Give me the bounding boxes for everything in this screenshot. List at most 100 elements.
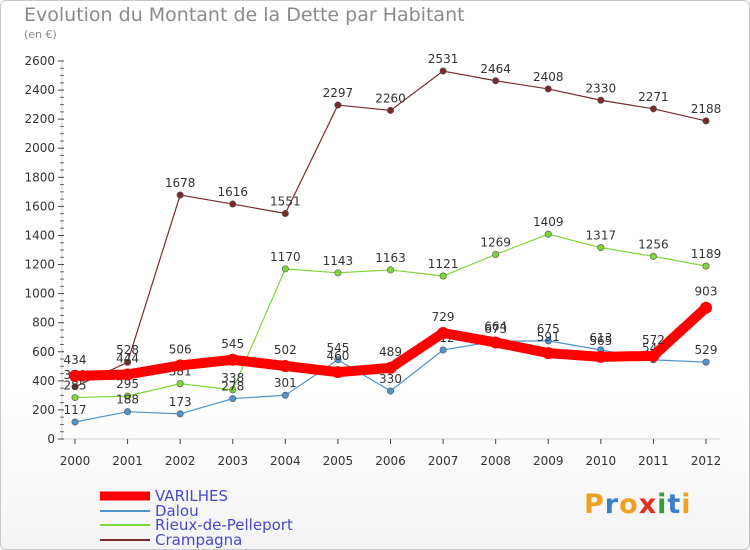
- data-label: 1409: [533, 215, 564, 229]
- data-label: 301: [274, 376, 297, 390]
- data-label: 2531: [428, 52, 459, 66]
- series-varilhes: 434 444 506 545 502 460 489 729 664 591 565 572 903: [64, 285, 718, 382]
- data-point: [281, 210, 289, 218]
- data-label: 188: [116, 393, 139, 407]
- x-tick-label: 2009: [533, 454, 564, 468]
- data-label: 502: [274, 343, 297, 357]
- data-point: [597, 244, 605, 252]
- data-point: [594, 350, 607, 363]
- data-point: [71, 383, 79, 391]
- proxiti-logo: Proxiti: [584, 489, 692, 520]
- data-point: [544, 337, 552, 345]
- data-point: [281, 265, 289, 273]
- data-label: 1678: [165, 176, 196, 190]
- x-tick-label: 2012: [691, 454, 722, 468]
- y-tick-label: 1800: [24, 170, 55, 184]
- y-tick-label: 200: [32, 403, 55, 417]
- data-label: 664: [484, 319, 507, 333]
- data-label: 729: [432, 310, 455, 324]
- y-tick-label: 0: [47, 432, 55, 446]
- data-label: 1189: [691, 247, 722, 261]
- y-tick-label: 2200: [24, 112, 55, 126]
- x-tick-label: 2010: [586, 454, 617, 468]
- data-point: [542, 347, 555, 360]
- data-point: [226, 353, 239, 366]
- data-point: [174, 359, 187, 372]
- data-label: 2330: [586, 81, 617, 95]
- data-label: 1269: [480, 236, 511, 250]
- x-tick-label: 2003: [217, 454, 248, 468]
- y-tick-label: 2000: [24, 141, 55, 155]
- x-tick-label: 2002: [165, 454, 196, 468]
- series-crampagna: 3595281678161615512297226025312464240823…: [64, 52, 721, 391]
- data-point: [700, 301, 712, 314]
- data-label: 673: [484, 322, 507, 336]
- data-label: 460: [326, 349, 349, 363]
- data-point: [334, 269, 342, 277]
- data-point: [544, 85, 552, 93]
- data-label: 2464: [480, 62, 511, 76]
- data-point: [229, 395, 237, 403]
- y-tick-label: 1200: [24, 258, 55, 272]
- data-point: [702, 117, 710, 125]
- data-point: [71, 418, 79, 426]
- logo-letter: x: [638, 489, 658, 520]
- data-point: [597, 96, 605, 104]
- logo-letter: i: [657, 489, 668, 520]
- legend-label: Dalou: [155, 502, 199, 520]
- x-tick-label: 2004: [270, 454, 301, 468]
- data-label: 434: [64, 353, 87, 367]
- data-label: 2297: [323, 86, 354, 100]
- data-point: [384, 361, 397, 374]
- chart-subtitle: (en €): [24, 28, 57, 41]
- legend-label: Crampagna: [155, 531, 242, 549]
- y-tick-label: 2600: [24, 54, 55, 68]
- data-point: [439, 346, 447, 354]
- data-label: 506: [169, 342, 192, 356]
- data-label: 330: [379, 372, 402, 386]
- data-point: [492, 77, 500, 85]
- y-tick-label: 1600: [24, 199, 55, 213]
- y-tick-label: 2400: [24, 83, 55, 97]
- data-label: 529: [695, 343, 718, 357]
- y-tick-label: 600: [32, 345, 55, 359]
- data-point: [386, 266, 394, 274]
- data-point: [71, 394, 79, 402]
- x-tick-label: 2007: [428, 454, 459, 468]
- data-label: 613: [589, 331, 612, 345]
- data-label: 1121: [428, 257, 459, 271]
- data-point: [229, 386, 237, 394]
- data-label: 1143: [323, 254, 354, 268]
- data-label: 528: [116, 343, 139, 357]
- data-label: 1551: [270, 195, 301, 209]
- data-point: [492, 251, 500, 259]
- x-tick-label: 2005: [323, 454, 354, 468]
- x-tick-label: 2006: [375, 454, 406, 468]
- data-point: [649, 252, 657, 260]
- data-label: 444: [116, 351, 139, 365]
- data-point: [386, 387, 394, 395]
- data-point: [647, 349, 660, 362]
- chart-title: Evolution du Montant de la Dette par Hab…: [24, 4, 465, 26]
- data-point: [439, 272, 447, 280]
- data-label: 295: [116, 377, 139, 391]
- x-tick-label: 2008: [480, 454, 511, 468]
- data-label: 565: [589, 334, 612, 348]
- legend-label: VARILHES: [155, 487, 228, 505]
- data-label: 591: [537, 330, 560, 344]
- data-point: [334, 356, 342, 364]
- data-label: 489: [379, 345, 402, 359]
- data-label: 278: [221, 380, 244, 394]
- logo-letter: o: [619, 489, 639, 520]
- x-tick-label: 2011: [638, 454, 669, 468]
- data-label: 285: [64, 379, 87, 393]
- logo-letter: t: [667, 489, 682, 520]
- data-point: [544, 230, 552, 238]
- data-label: 545: [221, 337, 244, 351]
- data-label: 903: [695, 285, 718, 299]
- data-label: 1317: [586, 229, 617, 243]
- data-point: [331, 366, 344, 379]
